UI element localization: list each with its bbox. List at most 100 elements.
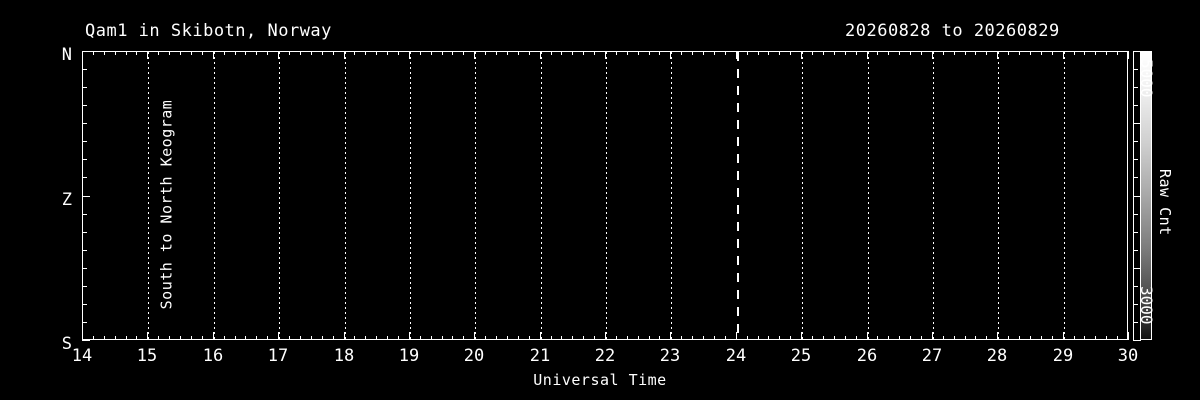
x-tick-minor	[1095, 336, 1096, 340]
x-tick-minor-top	[899, 51, 900, 55]
x-tick-minor-top	[507, 51, 508, 55]
x-tick-minor	[376, 336, 377, 340]
x-tick-minor-top	[1074, 51, 1075, 55]
x-tick-minor	[1117, 336, 1118, 340]
colorbar-tick	[1133, 159, 1138, 160]
x-tick-minor	[1074, 336, 1075, 340]
x-tick-minor-top	[398, 51, 399, 55]
x-tick-major-top-17	[278, 51, 279, 59]
x-tick-minor	[616, 336, 617, 340]
x-tick-major-top-23	[670, 51, 671, 59]
x-tick-minor-top	[692, 51, 693, 55]
x-tick-minor	[398, 336, 399, 340]
colorbar-tick	[1133, 304, 1138, 305]
x-tick-minor-top	[420, 51, 421, 55]
x-tick-minor	[496, 336, 497, 340]
x-tick-minor-top	[485, 51, 486, 55]
x-tick-minor	[485, 336, 486, 340]
y-tick-minor	[82, 141, 87, 142]
x-tick-minor-top	[954, 51, 955, 55]
x-tick-minor-top	[104, 51, 105, 55]
x-tick-minor-top	[442, 51, 443, 55]
x-tick-major-16	[213, 332, 214, 340]
x-tick-minor	[322, 336, 323, 340]
x-tick-minor	[1030, 336, 1031, 340]
x-tick-minor	[910, 336, 911, 340]
x-tick-major-top-25	[801, 51, 802, 59]
x-tick-minor	[1019, 336, 1020, 340]
gridline-hour-22	[606, 52, 607, 339]
x-tick-minor-top	[616, 51, 617, 55]
colorbar-tick	[1133, 105, 1138, 106]
x-tick-label-25: 25	[790, 346, 812, 366]
x-tick-major-top-20	[474, 51, 475, 59]
x-tick-major-top-16	[213, 51, 214, 59]
keogram-plot-area	[83, 52, 1127, 339]
x-tick-major-14	[82, 332, 83, 340]
y-tick-minor	[82, 250, 87, 251]
x-tick-minor	[115, 336, 116, 340]
x-tick-label-20: 20	[463, 346, 485, 366]
x-tick-minor-top	[845, 51, 846, 55]
x-tick-minor	[158, 336, 159, 340]
x-tick-minor-top	[790, 51, 791, 55]
x-tick-minor	[659, 336, 660, 340]
x-tick-major-top-21	[540, 51, 541, 59]
x-tick-minor	[1041, 336, 1042, 340]
x-tick-minor	[561, 336, 562, 340]
gridline-hour-19	[410, 52, 411, 339]
x-tick-minor	[649, 336, 650, 340]
x-tick-minor	[431, 336, 432, 340]
x-tick-minor	[463, 336, 464, 340]
x-tick-minor	[725, 336, 726, 340]
x-tick-minor-top	[877, 51, 878, 55]
x-tick-major-26	[867, 332, 868, 340]
x-tick-major-top-14	[82, 51, 83, 59]
keogram-plot-frame	[82, 51, 1128, 340]
x-tick-minor	[921, 336, 922, 340]
x-tick-minor-top	[768, 51, 769, 55]
y-axis-label: South to North Keogram	[157, 99, 176, 310]
x-tick-minor-top	[387, 51, 388, 55]
x-tick-minor	[888, 336, 889, 340]
x-tick-major-top-15	[147, 51, 148, 59]
x-tick-minor-top	[452, 51, 453, 55]
x-tick-minor-top	[1008, 51, 1009, 55]
x-tick-minor	[1052, 336, 1053, 340]
y-tick-minor	[82, 214, 87, 215]
y-tick-minor	[82, 304, 87, 305]
colorbar-tick	[1133, 141, 1138, 142]
colorbar-axis-line	[1133, 51, 1134, 340]
y-tick-label-S: S	[61, 334, 72, 354]
y-tick-label-Z: Z	[61, 190, 72, 210]
x-tick-minor	[1084, 336, 1085, 340]
plot-title-date-range: 20260828 to 20260829	[845, 21, 1060, 41]
gridline-hour-28	[998, 52, 999, 339]
x-tick-label-26: 26	[856, 346, 878, 366]
x-tick-minor-top	[322, 51, 323, 55]
x-tick-minor	[507, 336, 508, 340]
x-tick-minor	[943, 336, 944, 340]
x-tick-label-15: 15	[136, 346, 158, 366]
x-tick-minor-top	[975, 51, 976, 55]
x-tick-minor-top	[561, 51, 562, 55]
x-tick-minor	[365, 336, 366, 340]
y-tick-minor	[82, 123, 87, 124]
colorbar-label: Raw Cnt	[1156, 169, 1174, 236]
x-tick-minor	[975, 336, 976, 340]
x-tick-major-30	[1128, 332, 1129, 340]
gridline-hour-18	[345, 52, 346, 339]
colorbar-tick	[1133, 322, 1138, 323]
x-tick-minor-top	[256, 51, 257, 55]
x-tick-minor	[289, 336, 290, 340]
colorbar-max-label: 5000	[1137, 59, 1156, 98]
colorbar-tick	[1133, 51, 1141, 52]
y-tick-minor	[82, 159, 87, 160]
x-tick-minor	[452, 336, 453, 340]
y-tick-minor	[82, 196, 87, 197]
x-tick-major-25	[801, 332, 802, 340]
x-tick-minor-top	[354, 51, 355, 55]
gridline-hour-26	[868, 52, 869, 339]
colorbar-tick	[1133, 87, 1138, 88]
x-tick-label-29: 29	[1052, 346, 1074, 366]
